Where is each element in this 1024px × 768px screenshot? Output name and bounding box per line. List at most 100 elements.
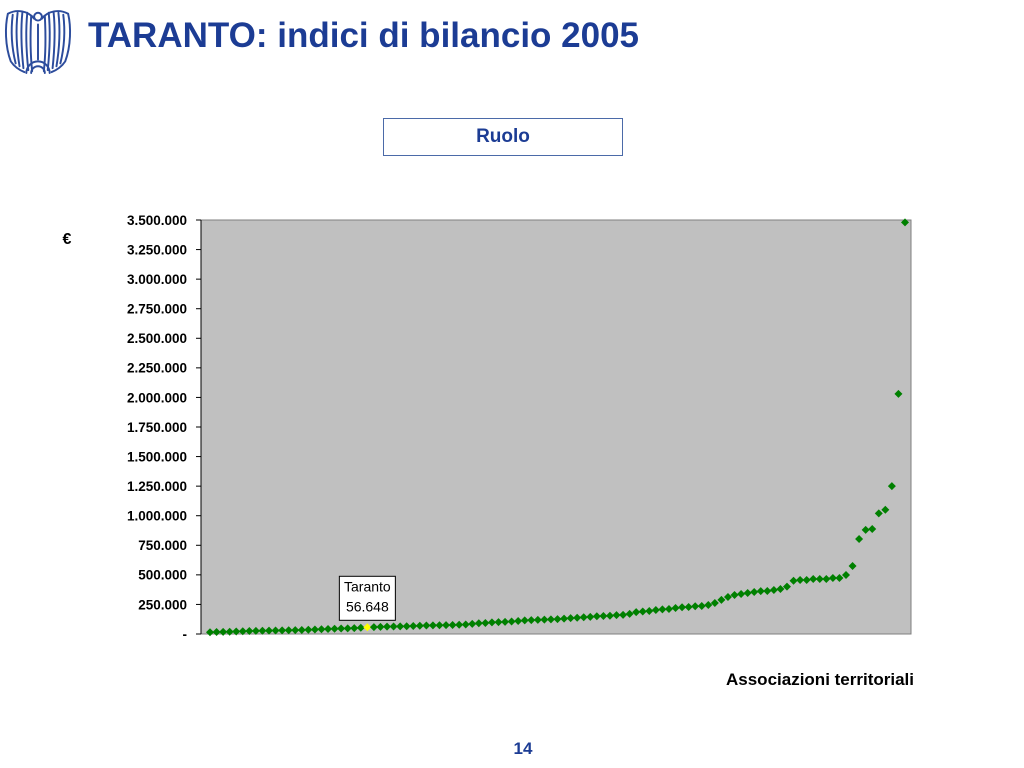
data-point bbox=[474, 619, 483, 628]
data-point bbox=[796, 575, 805, 584]
data-point bbox=[356, 623, 365, 632]
plot-layer: - 250.000 500.000 750.000 1.000.000 1.250.000… bbox=[127, 213, 912, 642]
data-point bbox=[310, 625, 319, 634]
data-point bbox=[855, 535, 864, 544]
data-point bbox=[704, 601, 713, 610]
y-tick-label: 2.250.000 bbox=[127, 361, 187, 376]
data-point bbox=[271, 626, 280, 635]
data-point bbox=[461, 620, 470, 629]
data-point bbox=[219, 627, 228, 636]
data-point bbox=[520, 616, 529, 625]
x-axis-label: Associazioni territoriali bbox=[726, 670, 914, 689]
data-point bbox=[592, 612, 601, 621]
data-point bbox=[389, 622, 398, 631]
page-number: 14 bbox=[513, 739, 533, 758]
y-tick-label: 750.000 bbox=[138, 538, 187, 553]
data-point bbox=[841, 570, 850, 579]
data-point bbox=[546, 615, 555, 624]
y-tick-label: 3.250.000 bbox=[127, 242, 187, 257]
data-point bbox=[579, 613, 588, 622]
data-point bbox=[789, 576, 798, 585]
data-point bbox=[297, 625, 306, 634]
y-tick-label: 3.000.000 bbox=[127, 272, 187, 287]
data-point bbox=[573, 613, 582, 622]
data-point bbox=[514, 616, 523, 625]
data-point bbox=[468, 619, 477, 628]
data-point bbox=[527, 616, 536, 625]
data-point bbox=[415, 621, 424, 630]
y-tick-label: 1.750.000 bbox=[127, 420, 187, 435]
data-point bbox=[376, 622, 385, 631]
data-point bbox=[894, 389, 903, 398]
y-tick-label: 1.000.000 bbox=[127, 509, 187, 524]
data-point bbox=[651, 605, 660, 614]
data-point bbox=[782, 582, 791, 591]
data-point bbox=[684, 603, 693, 612]
data-point bbox=[245, 627, 254, 636]
data-point bbox=[723, 592, 732, 601]
y-tick-label: 1.250.000 bbox=[127, 479, 187, 494]
y-axis-unit-label: € bbox=[63, 231, 72, 248]
data-point bbox=[291, 626, 300, 635]
data-point bbox=[560, 614, 569, 623]
data-point bbox=[887, 482, 896, 491]
data-point bbox=[612, 611, 621, 620]
plot-area bbox=[200, 219, 912, 635]
data-point bbox=[251, 626, 260, 635]
data-point bbox=[494, 618, 503, 627]
y-tick-label: 2.000.000 bbox=[127, 390, 187, 405]
data-point bbox=[619, 610, 628, 619]
data-point bbox=[396, 622, 405, 631]
data-point bbox=[809, 574, 818, 583]
data-point bbox=[861, 525, 870, 534]
data-point bbox=[422, 621, 431, 630]
data-point bbox=[599, 612, 608, 621]
data-point bbox=[278, 626, 287, 635]
data-point bbox=[238, 627, 247, 636]
data-point bbox=[691, 602, 700, 611]
y-tick-label: 500.000 bbox=[138, 568, 187, 583]
data-point bbox=[678, 603, 687, 612]
data-point bbox=[383, 622, 392, 631]
data-point bbox=[206, 628, 214, 637]
data-point bbox=[901, 218, 909, 227]
y-tick-label: 250.000 bbox=[138, 597, 187, 612]
data-point bbox=[343, 624, 352, 633]
data-point bbox=[815, 574, 824, 583]
data-point bbox=[769, 585, 778, 594]
data-point bbox=[658, 605, 667, 614]
page-title: TARANTO: indici di bilancio 2005 bbox=[88, 16, 640, 55]
data-point bbox=[225, 627, 234, 636]
eagle-logo-icon bbox=[4, 10, 72, 75]
data-point bbox=[402, 622, 411, 631]
y-tick-label: 2.750.000 bbox=[127, 302, 187, 317]
data-point bbox=[737, 590, 746, 599]
data-point bbox=[697, 601, 706, 610]
data-point bbox=[645, 607, 654, 616]
scatter-chart: - 250.000 500.000 750.000 1.000.000 1.250.000… bbox=[63, 213, 914, 689]
data-point bbox=[822, 574, 831, 583]
data-point bbox=[409, 621, 418, 630]
callout-name: Taranto bbox=[344, 578, 391, 594]
data-point bbox=[776, 585, 785, 594]
data-point bbox=[540, 615, 549, 624]
data-point bbox=[324, 625, 333, 634]
highlighted-data-point bbox=[363, 623, 372, 632]
data-point bbox=[605, 611, 614, 620]
data-point bbox=[586, 612, 595, 621]
data-point bbox=[369, 623, 378, 632]
data-point bbox=[730, 590, 739, 599]
data-point bbox=[337, 624, 346, 633]
data-point bbox=[507, 617, 516, 626]
callout-value: 56.648 bbox=[346, 598, 389, 614]
data-point bbox=[533, 615, 542, 624]
data-point bbox=[756, 587, 765, 596]
y-tick-label: - bbox=[183, 627, 188, 642]
data-point bbox=[350, 624, 359, 633]
chart-title-box: Ruolo bbox=[383, 118, 623, 156]
data-point bbox=[232, 627, 241, 636]
data-point bbox=[448, 621, 457, 630]
data-point bbox=[710, 599, 719, 608]
data-point bbox=[638, 607, 647, 616]
